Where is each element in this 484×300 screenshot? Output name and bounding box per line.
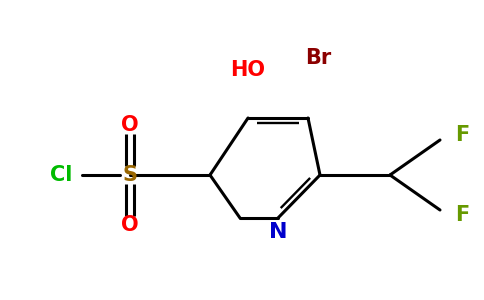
Text: O: O — [121, 115, 139, 135]
Text: O: O — [121, 215, 139, 235]
Text: Br: Br — [305, 48, 331, 68]
Text: Cl: Cl — [50, 165, 72, 185]
Text: F: F — [455, 205, 469, 225]
Text: HO: HO — [230, 60, 266, 80]
Text: N: N — [269, 222, 287, 242]
Text: F: F — [455, 125, 469, 145]
Text: S: S — [122, 165, 137, 185]
